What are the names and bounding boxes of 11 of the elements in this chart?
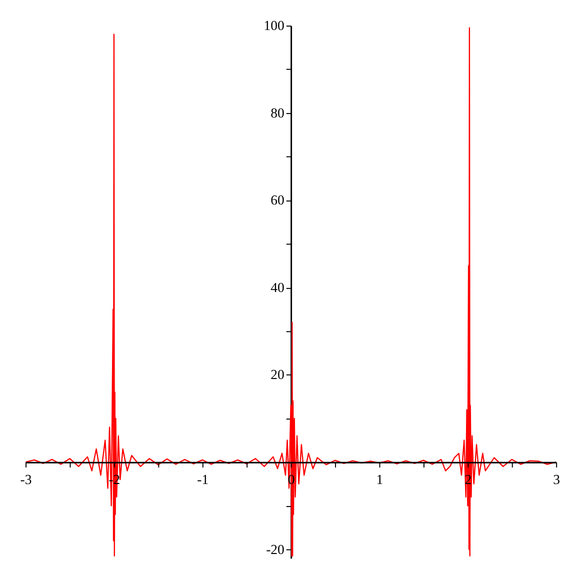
y-tick-label: -20: [266, 542, 285, 557]
x-tick-label: 3: [553, 472, 560, 488]
x-tick-label: -3: [20, 472, 32, 488]
x-tick-label: 1: [376, 472, 384, 488]
x-tick-label: 2: [464, 472, 472, 488]
y-tick-label: 100: [264, 18, 285, 34]
y-tick-label: 40: [270, 280, 285, 295]
y-tick-label: 80: [270, 105, 285, 120]
y-tick-label: 20: [270, 367, 285, 382]
x-tick-label: -1: [197, 472, 209, 488]
y-tick-label: 60: [270, 192, 285, 208]
